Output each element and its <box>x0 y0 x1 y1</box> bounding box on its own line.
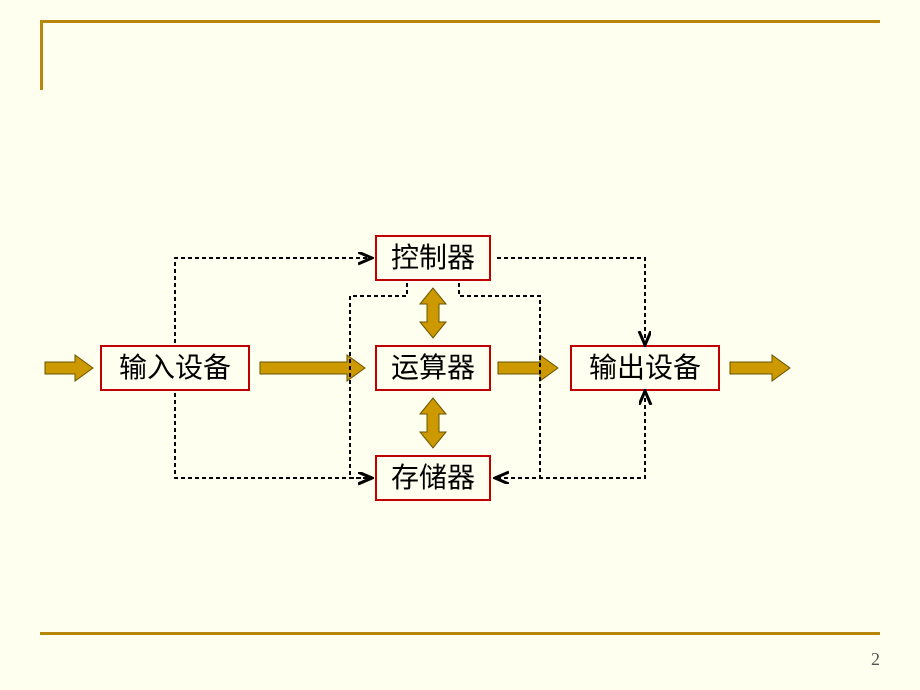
node-output: 输出设备 <box>570 345 720 391</box>
node-control: 控制器 <box>375 235 491 281</box>
input-to-alu <box>260 355 365 381</box>
slide-frame-left <box>40 20 43 90</box>
control-to-output <box>497 258 645 343</box>
node-alu: 运算器 <box>375 345 491 391</box>
memory-to-output <box>497 393 645 478</box>
in-arrow <box>45 355 93 381</box>
slide-frame-top <box>40 20 880 23</box>
out-arrow <box>730 355 790 381</box>
slide-frame-bottom <box>40 632 880 635</box>
alu-memory <box>420 398 446 448</box>
input-to-control <box>175 258 370 343</box>
control-alu <box>420 288 446 338</box>
node-input: 输入设备 <box>100 345 250 391</box>
page-number: 2 <box>871 649 880 670</box>
node-memory: 存储器 <box>375 455 491 501</box>
alu-to-output <box>498 355 558 381</box>
input-to-memory <box>175 393 370 478</box>
